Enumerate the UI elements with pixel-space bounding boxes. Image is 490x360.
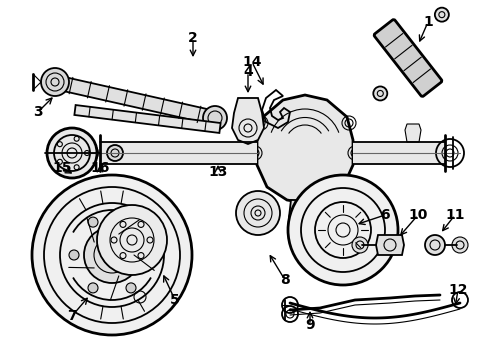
Circle shape bbox=[126, 283, 136, 293]
Circle shape bbox=[126, 217, 136, 227]
Text: 1: 1 bbox=[423, 15, 433, 29]
Polygon shape bbox=[405, 124, 421, 142]
Text: 12: 12 bbox=[448, 283, 468, 297]
Circle shape bbox=[203, 106, 227, 130]
FancyBboxPatch shape bbox=[374, 19, 442, 96]
Text: 10: 10 bbox=[408, 208, 428, 222]
Bar bbox=[353, 142, 445, 164]
Text: 3: 3 bbox=[33, 105, 43, 119]
Circle shape bbox=[47, 128, 97, 178]
Circle shape bbox=[97, 205, 167, 275]
Circle shape bbox=[425, 235, 445, 255]
Text: 9: 9 bbox=[305, 318, 315, 332]
Text: 7: 7 bbox=[67, 309, 77, 323]
Circle shape bbox=[288, 175, 398, 285]
Circle shape bbox=[452, 237, 468, 253]
Circle shape bbox=[69, 250, 79, 260]
Polygon shape bbox=[74, 105, 220, 133]
Circle shape bbox=[236, 191, 280, 235]
Text: 11: 11 bbox=[445, 208, 465, 222]
Text: 14: 14 bbox=[242, 55, 262, 69]
Polygon shape bbox=[53, 75, 217, 125]
Polygon shape bbox=[376, 235, 404, 255]
Text: 15: 15 bbox=[52, 161, 72, 175]
Circle shape bbox=[373, 86, 387, 100]
Circle shape bbox=[107, 145, 123, 161]
Circle shape bbox=[145, 250, 155, 260]
Text: 6: 6 bbox=[380, 208, 390, 222]
Circle shape bbox=[88, 283, 98, 293]
Circle shape bbox=[84, 227, 140, 283]
Circle shape bbox=[32, 175, 192, 335]
Circle shape bbox=[352, 237, 368, 253]
Polygon shape bbox=[289, 200, 321, 228]
Bar bbox=[100, 142, 257, 164]
Circle shape bbox=[435, 8, 449, 22]
Text: 5: 5 bbox=[170, 293, 180, 307]
Text: 2: 2 bbox=[188, 31, 198, 45]
Text: 8: 8 bbox=[280, 273, 290, 287]
Polygon shape bbox=[232, 98, 264, 144]
Text: 4: 4 bbox=[243, 65, 253, 79]
Text: 16: 16 bbox=[90, 161, 110, 175]
Circle shape bbox=[41, 68, 69, 96]
Polygon shape bbox=[257, 95, 353, 203]
Text: 13: 13 bbox=[208, 165, 228, 179]
Circle shape bbox=[88, 217, 98, 227]
Circle shape bbox=[78, 143, 98, 163]
